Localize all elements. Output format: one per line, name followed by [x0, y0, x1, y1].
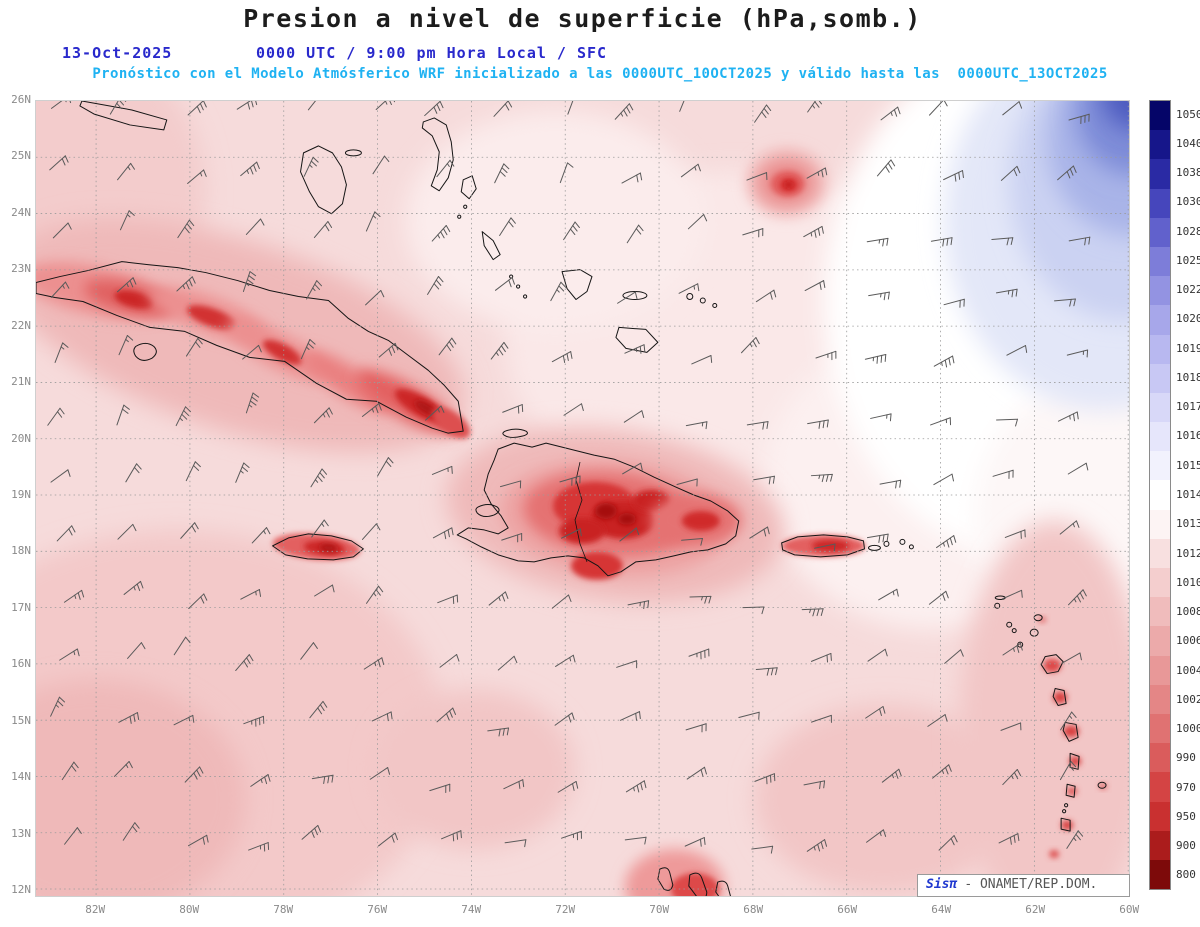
colorbar-segment-1002 [1150, 684, 1170, 714]
colorbar-segment-900 [1150, 830, 1170, 860]
colorbar-segment-1016 [1150, 422, 1170, 452]
colorbar-label-970: 970 [1176, 780, 1196, 794]
lat-label-19N: 19N [11, 488, 31, 501]
colorbar-label-1008: 1008 [1176, 605, 1200, 619]
colorbar-segment-1014 [1150, 480, 1170, 510]
colorbar-label-1020: 1020 [1176, 312, 1200, 326]
colorbar-label-1018: 1018 [1176, 370, 1200, 384]
lon-label-64W: 64W [931, 903, 952, 916]
watermark: Sisπ - ONAMET/REP.DOM. [917, 874, 1130, 897]
colorbar-label-1030: 1030 [1176, 195, 1200, 209]
lon-label-60W: 60W [1119, 903, 1140, 916]
lat-label-25N: 25N [11, 149, 31, 163]
colorbar-label-1028: 1028 [1176, 224, 1200, 238]
lon-label-62W: 62W [1025, 903, 1046, 916]
colorbar-label-1002: 1002 [1176, 692, 1200, 706]
colorbar-label-1004: 1004 [1176, 663, 1200, 677]
lon-label-66W: 66W [837, 903, 858, 916]
lat-label-15N: 15N [11, 713, 31, 727]
colorbar-segment-1022 [1150, 276, 1170, 306]
lat-label-14N: 14N [11, 770, 31, 784]
colorbar-label-1040: 1040 [1176, 136, 1200, 150]
colorbar-label-1050: 1050 [1176, 107, 1200, 121]
colorbar-segment-1008 [1150, 597, 1170, 627]
lat-label-21N: 21N [11, 375, 31, 389]
date-label: 13-Oct-2025 [62, 44, 173, 62]
colorbar-label-1017: 1017 [1176, 400, 1200, 414]
colorbar-label-1022: 1022 [1176, 283, 1200, 297]
time-label: 0000 UTC / 9:00 pm Hora Local / SFC [256, 44, 608, 62]
colorbar-segment-1020 [1150, 305, 1170, 335]
colorbar-segment-1050 [1150, 101, 1170, 131]
colorbar [1149, 100, 1171, 890]
colorbar-segment-1040 [1150, 130, 1170, 160]
colorbar-segment-970 [1150, 772, 1170, 802]
lon-label-68W: 68W [743, 903, 764, 916]
colorbar-segment-1006 [1150, 626, 1170, 656]
colorbar-label-950: 950 [1176, 809, 1196, 823]
colorbar-label-1013: 1013 [1176, 517, 1200, 531]
colorbar-label-1015: 1015 [1176, 458, 1200, 472]
colorbar-segment-1012 [1150, 538, 1170, 568]
colorbar-segment-1004 [1150, 655, 1170, 685]
colorbar-label-1019: 1019 [1176, 341, 1200, 355]
lat-label-18N: 18N [11, 544, 31, 558]
page-title: Presion a nivel de superficie (hPa,somb.… [243, 4, 922, 33]
lon-label-70W: 70W [649, 903, 670, 916]
colorbar-label-1025: 1025 [1176, 253, 1200, 267]
colorbar-label-990: 990 [1176, 751, 1196, 765]
lon-label-74W: 74W [461, 903, 482, 916]
lon-label-82W: 82W [85, 903, 106, 916]
colorbar-segment-990 [1150, 743, 1170, 773]
watermark-brand: Sisπ [926, 877, 958, 892]
colorbar-segment-1019 [1150, 334, 1170, 364]
colorbar-segment-1013 [1150, 509, 1170, 539]
colorbar-label-800: 800 [1176, 868, 1196, 882]
colorbar-segment-800 [1150, 859, 1170, 890]
lon-label-78W: 78W [273, 903, 294, 916]
colorbar-label-1016: 1016 [1176, 429, 1200, 443]
lat-label-20N: 20N [11, 431, 31, 445]
colorbar-segment-1000 [1150, 713, 1170, 744]
pressure-map [35, 100, 1130, 897]
colorbar-segment-1025 [1150, 246, 1170, 277]
lat-label-26N: 26N [11, 93, 31, 106]
colorbar-segment-1017 [1150, 392, 1170, 423]
lat-label-23N: 23N [11, 262, 31, 276]
colorbar-segment-1028 [1150, 217, 1170, 247]
lon-label-72W: 72W [555, 903, 576, 916]
lat-label-16N: 16N [11, 657, 31, 671]
colorbar-segment-1010 [1150, 568, 1170, 598]
forecast-line: Pronóstico con el Modelo Atmósferico WRF… [92, 66, 1108, 82]
lon-label-76W: 76W [367, 903, 388, 916]
colorbar-segment-950 [1150, 801, 1170, 831]
colorbar-segment-1015 [1150, 451, 1170, 481]
watermark-text: - ONAMET/REP.DOM. [964, 877, 1098, 892]
lat-label-12N: 12N [11, 883, 31, 897]
colorbar-label-1014: 1014 [1176, 488, 1200, 501]
lat-label-17N: 17N [11, 600, 31, 614]
colorbar-label-1000: 1000 [1176, 722, 1200, 736]
colorbar-segment-1018 [1150, 363, 1170, 393]
colorbar-label-1038: 1038 [1176, 166, 1200, 180]
lat-label-22N: 22N [11, 318, 31, 332]
colorbar-label-900: 900 [1176, 839, 1196, 853]
colorbar-segment-1038 [1150, 159, 1170, 189]
lat-label-13N: 13N [11, 826, 31, 840]
colorbar-label-1006: 1006 [1176, 634, 1200, 648]
lat-label-24N: 24N [11, 205, 31, 219]
colorbar-label-1012: 1012 [1176, 546, 1200, 560]
colorbar-label-1010: 1010 [1176, 575, 1200, 589]
lon-label-80W: 80W [179, 903, 200, 916]
colorbar-segment-1030 [1150, 188, 1170, 218]
